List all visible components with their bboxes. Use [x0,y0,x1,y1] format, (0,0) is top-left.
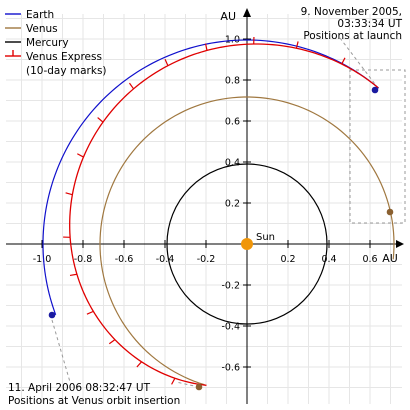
launch-time: 03:33:34 UT [337,18,402,30]
venus-express-mark [65,192,73,196]
venus-express-mark [108,339,116,345]
x-tick-labels: -1.0 -0.8 -0.6 -0.4 -0.2 0.2 0.4 0.6 [33,254,378,265]
venus-express-mark [136,361,142,368]
launch-dashed-box [349,69,406,224]
y-tick-label: -0.2 [221,281,240,292]
arrival-leader-line-venus [175,381,200,388]
arrival-annotation: 11. April 2006 08:32:47 UT Positions at … [8,382,180,407]
venus-launch-dot [386,208,394,216]
venus-express-mark [295,41,299,49]
y-tick-label: -0.6 [221,363,240,374]
legend-label-mercury: Mercury [26,37,69,49]
x-tick-label: -1.0 [33,254,52,265]
venus-express-mark [128,82,135,90]
y-tick-label: 0.2 [225,199,240,210]
venus-express-mark [97,117,104,123]
venus-express-mark [77,153,84,158]
legend-label-venus: Venus [26,23,58,35]
x-tick-label: -0.4 [156,254,175,265]
venus-express-mark [171,377,176,385]
x-tick-label: 0.6 [362,254,377,265]
y-tick-label: 0.4 [225,158,240,169]
legend-label-earth: Earth [26,9,54,21]
earth-launch-dot [371,86,379,94]
earth-arrival-dot [48,311,56,319]
tick-marks [41,38,371,368]
x-tick-label: 0.4 [321,254,336,265]
legend: Earth Venus Mercury Venus Express (10-da… [5,9,107,77]
mercury-orbit [166,163,328,325]
venus-express-mark [204,43,208,51]
arrival-date: 11. April 2006 08:32:47 UT [8,382,151,394]
x-axis-arrow-icon [396,240,404,248]
x-tick-label: -0.2 [197,254,216,265]
venus-express-mark [164,59,169,66]
launch-leader-line [339,37,379,89]
y-tick-label: 0.6 [225,117,240,128]
y-tick-label: -0.4 [221,322,240,333]
sun-label: Sun [256,232,275,243]
launch-caption: Positions at launch [303,30,402,42]
x-tick-label: 0.2 [280,254,295,265]
x-tick-label: -0.8 [74,254,93,265]
launch-annotation: 9. November 2005, 03:33:34 UT Positions … [301,6,403,42]
venus-orbit-arc [99,96,395,386]
venus-express-mark [69,273,78,277]
venus-express-mark [86,310,94,315]
sun-icon [241,238,253,250]
launch-date: 9. November 2005, [301,6,402,18]
venus-express-mark [341,57,346,65]
earth-orbit-arc [42,39,380,315]
venus-express-trajectory [69,43,379,386]
y-axis-arrow-icon [243,8,251,17]
y-tick-label: 0.8 [225,76,240,87]
venus-arrival-dot [195,383,203,391]
venus-express-10-day-marks [63,36,346,385]
legend-note-10-day-marks: (10-day marks) [26,65,107,77]
x-tick-label: -0.6 [115,254,134,265]
arrival-caption: Positions at Venus orbit insertion [8,395,180,407]
legend-label-venus-express: Venus Express [26,51,102,63]
y-axis-label: AU [220,10,236,23]
arrival-leader-line-earth [51,319,71,383]
x-axis-label: AU [382,252,398,265]
